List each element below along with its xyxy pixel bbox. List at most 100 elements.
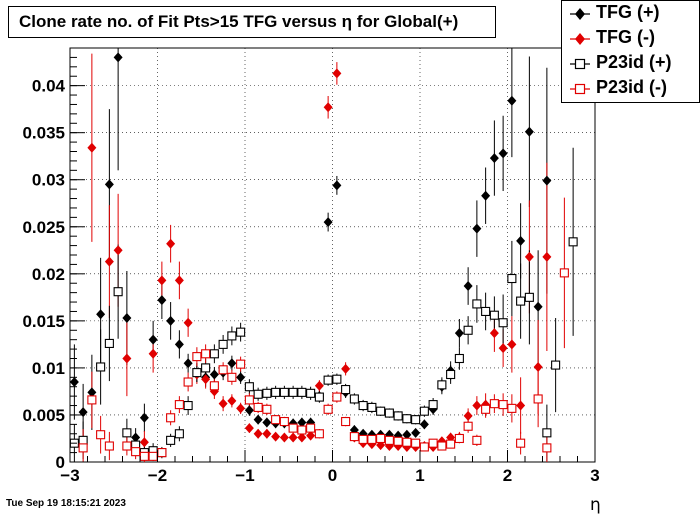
point-p23id	[454, 353, 464, 364]
point-tfg	[271, 431, 281, 442]
point-p23id	[402, 414, 412, 424]
timestamp: Tue Sep 19 18:15:21 2023	[6, 498, 126, 509]
point-p23id	[542, 428, 552, 438]
point-p23id	[244, 395, 254, 405]
point-tfg	[183, 358, 193, 369]
point-p23id	[437, 380, 447, 390]
point-p23id	[236, 359, 246, 369]
point-p23id	[297, 387, 307, 397]
point-p23id	[341, 384, 351, 395]
point-p23id	[358, 400, 368, 411]
point-p23id	[122, 441, 132, 451]
point-p23id	[209, 349, 219, 359]
point-p23id	[393, 436, 403, 446]
point-p23id	[349, 394, 359, 404]
legend-entry-p23id-minus: P23id (-)	[562, 76, 700, 101]
point-p23id	[568, 237, 578, 247]
point-tfg	[166, 315, 176, 326]
point-tfg	[174, 275, 184, 286]
point-p23id	[227, 331, 237, 341]
point-tfg	[166, 238, 176, 249]
point-p23id	[428, 400, 438, 410]
point-tfg	[533, 361, 543, 372]
point-tfg	[516, 235, 526, 246]
point-p23id	[271, 387, 281, 397]
point-tfg	[174, 339, 184, 350]
data-points	[69, 52, 578, 461]
point-tfg	[489, 153, 499, 164]
point-tfg	[454, 328, 464, 339]
point-p23id	[314, 392, 324, 402]
filled-diamond-icon	[570, 33, 590, 45]
point-p23id	[524, 292, 534, 302]
x-tick-label: 1	[415, 466, 424, 485]
point-tfg	[472, 400, 482, 411]
point-p23id	[148, 451, 158, 461]
point-p23id	[201, 349, 211, 359]
point-tfg	[332, 180, 342, 191]
point-tfg	[297, 432, 307, 443]
point-tfg	[481, 190, 491, 201]
x-tick-label: 3	[590, 466, 599, 485]
point-tfg	[498, 148, 508, 159]
point-tfg	[183, 317, 193, 328]
axis-ticks	[69, 47, 596, 463]
point-tfg	[463, 410, 473, 421]
point-tfg	[253, 428, 263, 439]
point-p23id	[498, 400, 508, 410]
point-tfg	[87, 142, 97, 153]
point-p23id	[542, 443, 552, 453]
point-p23id	[498, 318, 508, 328]
y-tick-label: 0.01	[32, 359, 65, 378]
point-p23id	[402, 437, 412, 447]
point-p23id	[384, 435, 394, 445]
point-p23id	[183, 400, 193, 411]
point-p23id	[166, 435, 176, 445]
y-tick-label: 0.02	[32, 265, 65, 284]
point-p23id	[489, 310, 499, 320]
point-p23id	[472, 299, 482, 309]
point-p23id	[262, 404, 272, 414]
point-tfg	[236, 403, 246, 414]
point-tfg	[148, 348, 158, 359]
point-tfg	[306, 430, 316, 441]
legend-entry-p23id-plus: P23id (+)	[562, 51, 700, 76]
y-tick-label: 0.015	[22, 312, 65, 331]
y-tick-label: 0.04	[32, 77, 66, 96]
point-tfg	[78, 407, 88, 418]
point-tfg	[96, 309, 106, 320]
point-tfg	[157, 295, 167, 306]
point-p23id	[218, 365, 228, 375]
x-tick-label: −2	[148, 466, 167, 485]
point-tfg	[524, 126, 534, 137]
point-p23id	[454, 433, 464, 444]
point-tfg	[463, 281, 473, 292]
point-p23id	[192, 368, 202, 378]
point-tfg	[131, 432, 141, 443]
point-p23id	[516, 438, 526, 448]
point-p23id	[472, 435, 482, 445]
point-p23id	[507, 403, 517, 413]
point-p23id	[463, 325, 473, 335]
point-p23id	[183, 377, 193, 387]
legend-label: P23id (+)	[596, 52, 672, 72]
point-p23id	[533, 394, 543, 404]
y-tick-label: 0	[56, 453, 65, 472]
point-tfg	[244, 405, 254, 416]
point-p23id	[104, 441, 114, 451]
point-tfg	[227, 358, 237, 369]
point-tfg	[419, 419, 429, 430]
point-p23id	[376, 406, 386, 416]
point-p23id	[367, 402, 377, 412]
point-p23id	[481, 306, 491, 317]
point-p23id	[218, 339, 228, 349]
open-square-icon	[570, 83, 590, 95]
chart-title-text: Clone rate no. of Fit Pts>15 TFG versus …	[19, 12, 459, 31]
point-p23id	[104, 338, 114, 348]
point-tfg	[314, 380, 324, 391]
point-p23id	[314, 429, 324, 439]
y-tick-label: 0.025	[22, 218, 65, 237]
point-p23id	[376, 433, 386, 444]
point-p23id	[174, 429, 184, 439]
